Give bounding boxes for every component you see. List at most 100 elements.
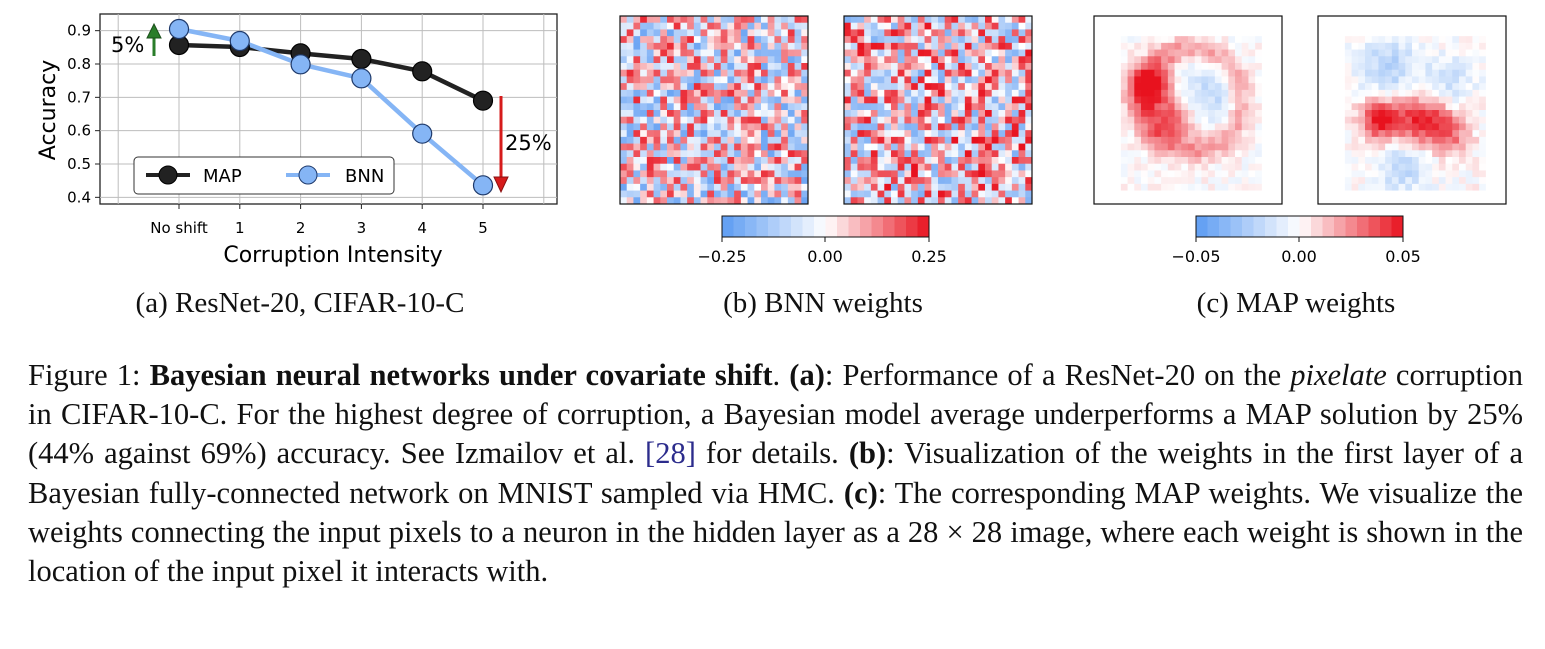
- heatmap-cell: [1127, 130, 1135, 138]
- heatmap-cell: [1167, 157, 1175, 165]
- heatmap-cell: [897, 42, 905, 50]
- colorbar-segment: [848, 216, 861, 237]
- heatmap-cell: [794, 110, 802, 118]
- heatmap-cell: [714, 103, 722, 111]
- heatmap-cell: [640, 143, 648, 151]
- heatmap-cell: [646, 190, 654, 198]
- heatmap-cell: [1465, 143, 1473, 151]
- heatmap-cell: [1365, 136, 1373, 144]
- heatmap-cell: [1405, 150, 1413, 158]
- heatmap-cell: [1181, 130, 1189, 138]
- heatmap-cell: [680, 69, 688, 77]
- heatmap-cell: [700, 96, 708, 104]
- heatmap-cell: [774, 49, 782, 57]
- heatmap-cell: [1358, 123, 1366, 131]
- heatmap-cell: [767, 63, 775, 71]
- colorbar-segment: [791, 216, 803, 237]
- heatmap-cell: [938, 36, 946, 44]
- bnn-weights-heatmap-1: [620, 16, 809, 205]
- heatmap-cell: [1425, 103, 1433, 111]
- heatmap-cell: [633, 76, 641, 84]
- colorbar-segment: [814, 216, 826, 237]
- heatmap-cell: [1432, 49, 1440, 57]
- heatmap-cell: [754, 49, 762, 57]
- heatmap-cell: [680, 170, 688, 178]
- heatmap-cell: [991, 76, 999, 84]
- heatmap-cell: [1194, 96, 1202, 104]
- heatmap-cell: [1268, 170, 1276, 178]
- heatmap-cell: [794, 42, 802, 50]
- heatmap-cell: [897, 22, 905, 30]
- heatmap-cell: [1365, 22, 1373, 30]
- heatmap-cell: [1235, 130, 1243, 138]
- heatmap-cell: [707, 89, 715, 97]
- heatmap-cell: [1438, 123, 1446, 131]
- heatmap-cell: [1418, 63, 1426, 71]
- heatmap-cell: [1107, 163, 1115, 171]
- heatmap-cell: [626, 103, 634, 111]
- heatmap-cell: [1248, 49, 1256, 57]
- heatmap-cell: [884, 63, 892, 71]
- heatmap-cell: [1391, 29, 1399, 37]
- heatmap-cell: [1255, 96, 1263, 104]
- heatmap-cell: [844, 22, 852, 30]
- heatmap-cell: [1492, 96, 1500, 104]
- heatmap-cell: [1499, 123, 1507, 131]
- heatmap-cell: [687, 16, 695, 24]
- heatmap-cell: [1412, 76, 1420, 84]
- heatmap-cell: [787, 36, 795, 44]
- heatmap-cell: [864, 197, 872, 205]
- heatmap-cell: [1432, 143, 1440, 151]
- heatmap-cell: [884, 76, 892, 84]
- heatmap-cell: [870, 197, 878, 205]
- heatmap-cell: [767, 123, 775, 131]
- heatmap-cell: [1492, 143, 1500, 151]
- heatmap-cell: [767, 89, 775, 97]
- heatmap-cell: [700, 130, 708, 138]
- heatmap-cell: [877, 157, 885, 165]
- heatmap-cell: [964, 170, 972, 178]
- drop-annotation: 25%: [493, 96, 552, 194]
- heatmap-cell: [1405, 170, 1413, 178]
- heatmap-cell: [1120, 197, 1128, 205]
- bnn-colorbar-mid: 0.00: [807, 247, 843, 266]
- heatmap-cell: [1194, 103, 1202, 111]
- heatmap-cell: [911, 56, 919, 64]
- heatmap-cell: [754, 89, 762, 97]
- heatmap-cell: [1174, 190, 1182, 198]
- heatmap-cell: [978, 16, 986, 24]
- heatmap-cell: [1438, 177, 1446, 185]
- improvement-label: 5%: [111, 33, 144, 57]
- heatmap-cell: [1018, 136, 1026, 144]
- heatmap-cell: [1398, 89, 1406, 97]
- heatmap-cell: [991, 177, 999, 185]
- heatmap-cell: [1499, 69, 1507, 77]
- heatmap-cell: [640, 22, 648, 30]
- heatmap-cell: [1492, 42, 1500, 50]
- heatmap-cell: [727, 110, 735, 118]
- heatmap-cell: [1398, 63, 1406, 71]
- heatmap-cell: [958, 96, 966, 104]
- heatmap-cell: [951, 143, 959, 151]
- heatmap-cell: [747, 190, 755, 198]
- heatmap-cell: [978, 103, 986, 111]
- heatmap-cell: [720, 177, 728, 185]
- heatmap-cell: [1194, 170, 1202, 178]
- heatmap-cell: [917, 157, 925, 165]
- heatmap-cell: [1479, 89, 1487, 97]
- heatmap-cell: [1025, 49, 1033, 57]
- heatmap-cell: [931, 136, 939, 144]
- heatmap-cell: [1398, 42, 1406, 50]
- heatmap-cell: [1141, 36, 1149, 44]
- heatmap-cell: [1459, 157, 1467, 165]
- heatmap-cell: [978, 123, 986, 131]
- heatmap-cell: [1235, 197, 1243, 205]
- colorbar-segment: [1357, 216, 1369, 237]
- heatmap-cell: [1221, 42, 1229, 50]
- heatmap-cell: [911, 42, 919, 50]
- citation-link[interactable]: [28]: [645, 436, 696, 471]
- heatmap-cell: [774, 83, 782, 91]
- heatmap-cell: [720, 56, 728, 64]
- heatmap-cell: [781, 183, 789, 191]
- heatmap-cell: [1141, 170, 1149, 178]
